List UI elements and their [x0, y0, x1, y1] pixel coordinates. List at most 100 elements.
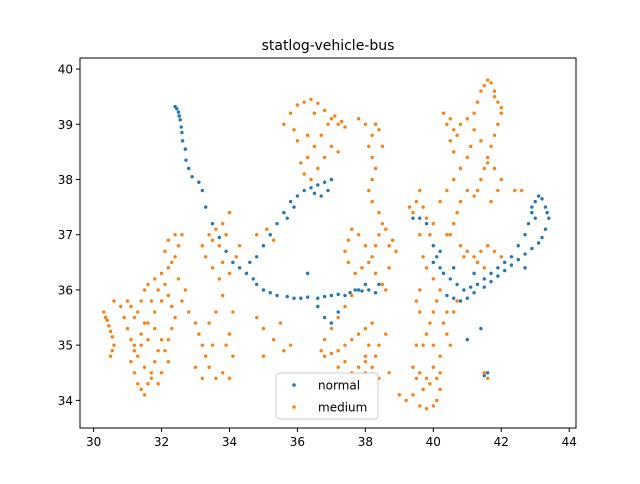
data-point-medium [153, 360, 157, 364]
data-point-medium [452, 128, 456, 132]
data-point-medium [363, 360, 368, 364]
data-point-medium [139, 332, 143, 336]
legend-label-medium: medium [318, 401, 367, 415]
data-point-medium [441, 321, 446, 325]
data-point-medium [438, 288, 442, 292]
data-point-medium [163, 249, 167, 253]
data-point-medium [107, 324, 111, 328]
x-axis: 30 32 34 36 38 40 42 44 [86, 428, 577, 449]
data-point-medium [110, 348, 114, 353]
data-point-normal [472, 291, 476, 295]
data-point-normal [526, 221, 531, 226]
data-point-medium [441, 111, 446, 115]
data-point-normal [373, 291, 378, 295]
data-point-medium [204, 255, 208, 259]
data-point-medium [136, 310, 140, 314]
data-point-normal [458, 299, 463, 303]
data-point-medium [316, 101, 320, 105]
data-point-medium [421, 255, 425, 259]
data-point-medium [452, 310, 456, 314]
data-point-normal [377, 282, 381, 287]
data-point-medium [363, 326, 368, 331]
x-tick-label: 44 [562, 435, 577, 449]
data-point-medium [370, 365, 374, 369]
data-point-medium [343, 343, 347, 347]
data-point-medium [377, 343, 381, 347]
data-point-medium [166, 337, 171, 342]
data-point-medium [411, 210, 415, 215]
data-point-normal [176, 110, 181, 114]
data-point-medium [418, 288, 422, 292]
data-point-medium [220, 371, 225, 375]
data-point-medium [136, 354, 140, 358]
data-point-medium [163, 282, 167, 287]
data-point-normal [336, 310, 340, 314]
data-point-medium [254, 315, 259, 320]
data-point-medium [159, 371, 164, 375]
data-point-medium [363, 244, 368, 248]
data-point-normal [431, 260, 436, 265]
data-point-normal [177, 114, 181, 118]
data-point-medium [482, 371, 486, 375]
data-point-medium [170, 260, 174, 265]
data-point-normal [482, 373, 486, 378]
data-point-medium [485, 161, 490, 165]
data-point-medium [418, 310, 422, 314]
data-point-normal [489, 271, 493, 276]
data-point-medium [227, 332, 232, 336]
data-point-medium [438, 387, 442, 392]
data-point-medium [421, 205, 425, 209]
data-point-medium [424, 376, 429, 380]
x-tick-label: 36 [290, 435, 305, 449]
y-tick-label: 38 [58, 173, 73, 187]
data-point-medium [336, 122, 340, 126]
data-point-medium [462, 255, 466, 259]
data-point-medium [336, 315, 340, 320]
data-point-medium [431, 221, 436, 226]
data-point-medium [350, 337, 354, 342]
data-point-normal [363, 282, 368, 287]
data-point-medium [227, 271, 232, 276]
data-point-medium [360, 266, 364, 270]
data-point-normal [462, 288, 466, 292]
data-point-medium [373, 122, 378, 126]
data-point-medium [302, 100, 306, 104]
data-point-medium [110, 335, 114, 339]
x-tick-label: 42 [494, 435, 509, 449]
data-point-medium [380, 144, 385, 149]
data-point-normal [360, 289, 364, 293]
data-point-medium [350, 293, 354, 298]
data-point-medium [458, 166, 463, 171]
data-point-medium [108, 354, 113, 358]
data-point-normal [479, 326, 483, 331]
data-point-medium [217, 244, 221, 248]
data-point-normal [261, 288, 266, 292]
data-point-medium [448, 117, 452, 121]
data-point-medium [387, 266, 391, 270]
data-point-normal [224, 249, 228, 253]
data-point-normal [231, 260, 235, 265]
data-point-medium [356, 233, 361, 237]
data-point-medium [343, 249, 347, 253]
data-point-normal [475, 282, 480, 287]
data-point-medium [305, 155, 310, 160]
data-point-normal [540, 235, 544, 240]
legend: normal medium [275, 372, 379, 420]
data-point-medium [153, 277, 157, 281]
data-point-medium [455, 299, 459, 303]
data-point-normal [329, 321, 334, 325]
data-point-medium [102, 310, 106, 314]
data-point-medium [336, 348, 340, 353]
data-point-medium [370, 199, 374, 204]
data-point-medium [377, 210, 381, 215]
data-point-medium [132, 315, 137, 320]
data-point-medium [129, 360, 133, 364]
data-point-medium [129, 337, 133, 342]
data-point-medium [197, 332, 201, 336]
data-point-medium [370, 155, 374, 160]
data-point-medium [142, 393, 147, 397]
data-point-normal [183, 147, 188, 151]
data-point-normal [448, 277, 452, 281]
data-point-medium [455, 133, 459, 138]
data-point-normal [268, 233, 272, 237]
